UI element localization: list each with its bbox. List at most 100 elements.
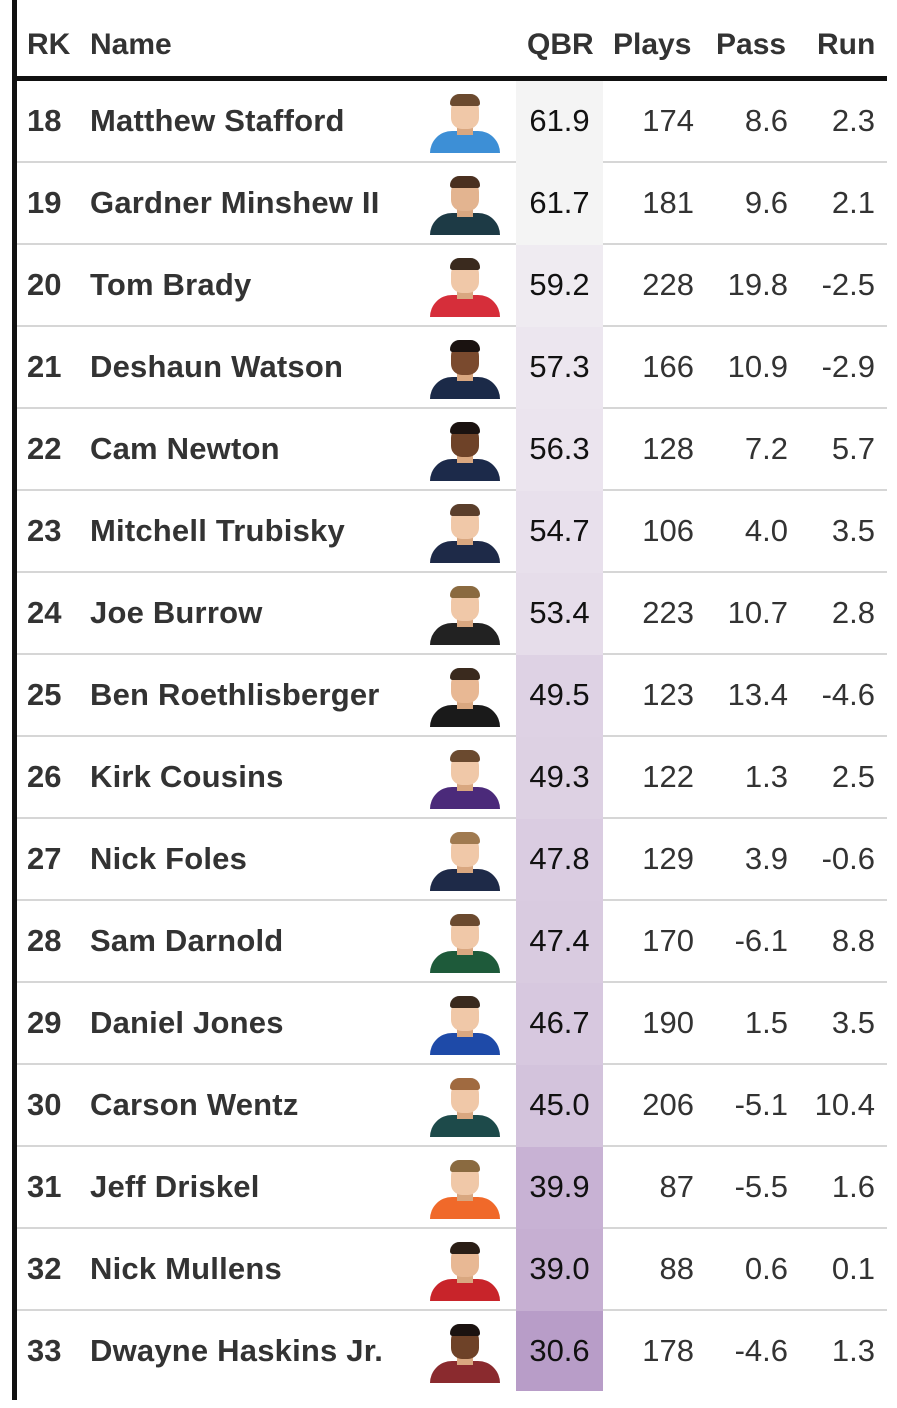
pass-value: -5.5 bbox=[734, 1169, 788, 1204]
player-name[interactable]: Jeff Driskel bbox=[90, 1169, 260, 1204]
neck-shape bbox=[457, 1191, 473, 1201]
hair-shape bbox=[450, 422, 480, 434]
neck-shape bbox=[457, 125, 473, 135]
player-name[interactable]: Carson Wentz bbox=[90, 1087, 299, 1122]
qbr-heat-cell bbox=[516, 1065, 603, 1147]
table-row: 30 Carson Wentz 45.0 206 -5.1 10.4 bbox=[17, 1065, 887, 1147]
qbr-value: 39.0 bbox=[529, 1251, 590, 1286]
qbr-heat-cell bbox=[516, 1311, 603, 1391]
pass-value: 8.6 bbox=[744, 103, 788, 138]
player-name[interactable]: Matthew Stafford bbox=[90, 103, 345, 138]
hair-shape bbox=[450, 258, 480, 270]
rank-value: 19 bbox=[27, 185, 62, 220]
pass-value: -4.6 bbox=[734, 1333, 788, 1368]
qbr-heat-cell bbox=[516, 655, 603, 737]
player-name[interactable]: Gardner Minshew II bbox=[90, 185, 380, 220]
jersey-shape bbox=[430, 705, 500, 727]
table-row: 28 Sam Darnold 47.4 170 -6.1 8.8 bbox=[17, 901, 887, 983]
table-row: 23 Mitchell Trubisky 54.7 106 4.0 3.5 bbox=[17, 491, 887, 573]
header-pass[interactable]: Pass bbox=[716, 28, 787, 61]
plays-value: 190 bbox=[642, 1005, 694, 1040]
player-name[interactable]: Daniel Jones bbox=[90, 1005, 284, 1040]
player-name[interactable]: Sam Darnold bbox=[90, 923, 284, 958]
player-headshot bbox=[427, 665, 503, 727]
jersey-shape bbox=[430, 295, 500, 317]
player-name[interactable]: Ben Roethlisberger bbox=[90, 677, 380, 712]
qbr-value: 54.7 bbox=[529, 513, 590, 548]
qbr-heat-cell bbox=[516, 491, 603, 573]
table-row: 22 Cam Newton 56.3 128 7.2 5.7 bbox=[17, 409, 887, 491]
neck-shape bbox=[457, 945, 473, 955]
jersey-shape bbox=[430, 869, 500, 891]
qbr-heat-cell bbox=[516, 573, 603, 655]
pass-value: -6.1 bbox=[734, 923, 788, 958]
header-qbr[interactable]: QBR bbox=[527, 28, 594, 61]
player-headshot bbox=[427, 1239, 503, 1301]
jersey-shape bbox=[430, 1361, 500, 1383]
neck-shape bbox=[457, 1355, 473, 1365]
header-name[interactable]: Name bbox=[90, 28, 172, 61]
player-name[interactable]: Cam Newton bbox=[90, 431, 280, 466]
pass-value: 7.2 bbox=[744, 431, 788, 466]
hair-shape bbox=[450, 586, 480, 598]
jersey-shape bbox=[430, 377, 500, 399]
qbr-value: 46.7 bbox=[529, 1005, 590, 1040]
jersey-shape bbox=[430, 1279, 500, 1301]
header-rank[interactable]: RK bbox=[27, 28, 71, 61]
jersey-shape bbox=[430, 541, 500, 563]
player-name[interactable]: Nick Mullens bbox=[90, 1251, 282, 1286]
header-run[interactable]: Run bbox=[817, 28, 876, 61]
neck-shape bbox=[457, 863, 473, 873]
player-headshot bbox=[427, 501, 503, 563]
player-name[interactable]: Deshaun Watson bbox=[90, 349, 344, 384]
player-headshot bbox=[427, 829, 503, 891]
hair-shape bbox=[450, 996, 480, 1008]
rank-value: 23 bbox=[27, 513, 62, 548]
pass-value: 3.9 bbox=[744, 841, 788, 876]
player-name[interactable]: Kirk Cousins bbox=[90, 759, 284, 794]
rank-value: 21 bbox=[27, 349, 62, 384]
player-headshot bbox=[427, 337, 503, 399]
qbr-value: 45.0 bbox=[529, 1087, 590, 1122]
rank-value: 22 bbox=[27, 431, 62, 466]
table-row: 27 Nick Foles 47.8 129 3.9 -0.6 bbox=[17, 819, 887, 901]
header-plays[interactable]: Plays bbox=[613, 28, 692, 61]
qbr-value: 61.9 bbox=[529, 103, 590, 138]
jersey-shape bbox=[430, 787, 500, 809]
run-value: 1.6 bbox=[831, 1169, 875, 1204]
qbr-value: 47.8 bbox=[529, 841, 590, 876]
neck-shape bbox=[457, 1027, 473, 1037]
hair-shape bbox=[450, 94, 480, 106]
plays-value: 129 bbox=[642, 841, 694, 876]
plays-value: 128 bbox=[642, 431, 694, 466]
hair-shape bbox=[450, 1324, 480, 1336]
player-name[interactable]: Mitchell Trubisky bbox=[90, 513, 345, 548]
table-row: 25 Ben Roethlisberger 49.5 123 13.4 -4.6 bbox=[17, 655, 887, 737]
jersey-shape bbox=[430, 1033, 500, 1055]
player-headshot bbox=[427, 419, 503, 481]
neck-shape bbox=[457, 699, 473, 709]
plays-value: 166 bbox=[642, 349, 694, 384]
run-value: 2.8 bbox=[831, 595, 875, 630]
player-name[interactable]: Dwayne Haskins Jr. bbox=[90, 1333, 384, 1368]
jersey-shape bbox=[430, 1115, 500, 1137]
pass-value: 1.5 bbox=[744, 1005, 788, 1040]
player-name[interactable]: Tom Brady bbox=[90, 267, 252, 302]
table-row: 20 Tom Brady 59.2 228 19.8 -2.5 bbox=[17, 245, 887, 327]
plays-value: 228 bbox=[642, 267, 694, 302]
qbr-value: 59.2 bbox=[529, 267, 590, 302]
neck-shape bbox=[457, 1273, 473, 1283]
qbr-value: 56.3 bbox=[529, 431, 590, 466]
table-row: 18 Matthew Stafford 61.9 174 8.6 2.3 bbox=[17, 81, 887, 163]
pass-value: 19.8 bbox=[727, 267, 788, 302]
jersey-shape bbox=[430, 131, 500, 153]
neck-shape bbox=[457, 535, 473, 545]
hair-shape bbox=[450, 914, 480, 926]
table-row: 31 Jeff Driskel 39.9 87 -5.5 1.6 bbox=[17, 1147, 887, 1229]
hair-shape bbox=[450, 1160, 480, 1172]
player-headshot bbox=[427, 1075, 503, 1137]
rank-value: 30 bbox=[27, 1087, 62, 1122]
player-name[interactable]: Nick Foles bbox=[90, 841, 248, 876]
player-name[interactable]: Joe Burrow bbox=[90, 595, 263, 630]
run-value: 0.1 bbox=[831, 1251, 875, 1286]
